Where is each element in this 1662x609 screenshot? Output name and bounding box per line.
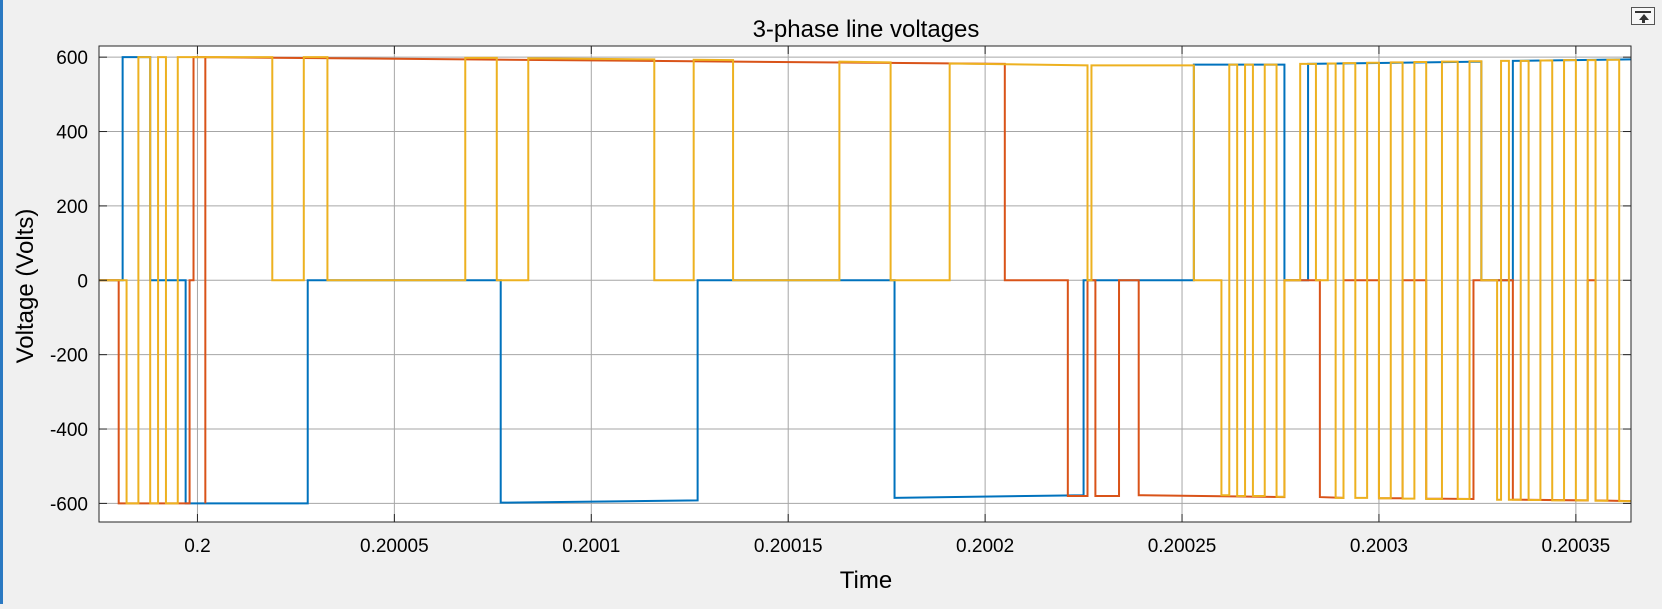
y-tick-label: 400 — [56, 123, 88, 144]
axis-ticks: 0.2 0.20005 0.2001 0.20015 0.2002 0.20025 0.20… — [50, 46, 1631, 557]
y-tick-label: -600 — [50, 494, 88, 515]
x-tick-label: 0.20005 — [360, 536, 429, 557]
x-tick-label: 0.2002 — [956, 536, 1014, 557]
series-line-3 — [99, 56, 1631, 505]
y-tick-label: 200 — [56, 197, 88, 218]
y-tick-label: 600 — [56, 48, 88, 69]
x-tick-label: 0.20035 — [1542, 536, 1611, 557]
plot-area — [99, 46, 1631, 522]
window-frame-edge — [0, 0, 3, 604]
y-tick-label: 0 — [77, 271, 88, 292]
x-tick-label: 0.2003 — [1350, 536, 1408, 557]
y-tick-label: -400 — [50, 420, 88, 441]
x-tick-label: 0.20025 — [1148, 536, 1217, 557]
y-tick-label: -200 — [50, 346, 88, 367]
series-lines — [99, 56, 1632, 505]
x-tick-label: 0.2 — [184, 536, 210, 557]
chart-title: 3-phase line voltages — [753, 16, 980, 43]
axes-box — [98, 45, 1632, 523]
undock-icon[interactable] — [1631, 7, 1655, 25]
x-axis-label: Time — [840, 567, 892, 594]
y-axis-label: Voltage (Volts) — [12, 209, 39, 364]
x-tick-label: 0.2001 — [562, 536, 620, 557]
x-tick-label: 0.20015 — [754, 536, 823, 557]
